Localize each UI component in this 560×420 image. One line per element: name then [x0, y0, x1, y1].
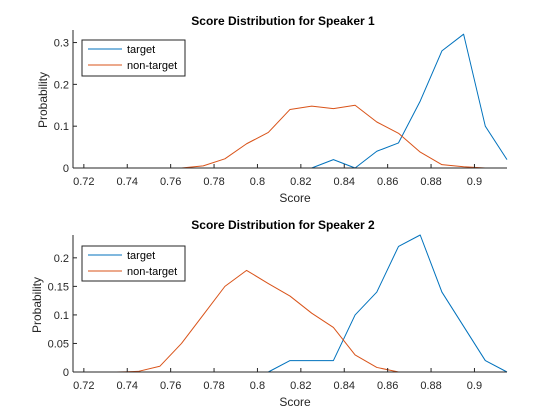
x-tick-label: 0.82	[290, 176, 311, 188]
plot-title: Score Distribution for Speaker 2	[191, 218, 375, 232]
legend-label: non-target	[127, 266, 177, 278]
plot-title: Score Distribution for Speaker 1	[191, 14, 375, 28]
speaker-1-plot: Score Distribution for Speaker 1 Score P…	[36, 14, 508, 205]
y-tick-label: 0.1	[54, 310, 69, 322]
legend: target non-target	[81, 245, 186, 282]
x-tick-label: 0.74	[117, 380, 138, 392]
legend-label: non-target	[127, 60, 177, 72]
legend-label: target	[127, 44, 155, 56]
x-axis-label: Score	[279, 191, 311, 205]
y-tick-label: 0.1	[54, 121, 69, 133]
x-axis-label: Score	[279, 395, 311, 409]
x-tick-label: 0.76	[160, 176, 181, 188]
y-axis-label: Probability	[30, 277, 44, 333]
x-tick-label: 0.9	[467, 380, 482, 392]
x-tick-label: 0.78	[203, 176, 224, 188]
y-axis-label: Probability	[36, 72, 50, 128]
y-tick-label: 0.2	[54, 253, 69, 265]
y-tick-label: 0.15	[48, 281, 69, 293]
x-tick-label: 0.88	[420, 176, 441, 188]
x-tick-label: 0.82	[290, 380, 311, 392]
x-tick-label: 0.74	[117, 176, 138, 188]
y-tick-label: 0.3	[54, 38, 69, 50]
x-tick-label: 0.86	[377, 176, 398, 188]
x-tick-label: 0.88	[420, 380, 441, 392]
legend: target non-target	[81, 39, 186, 77]
legend-box	[81, 245, 186, 282]
x-tick-label: 0.78	[203, 380, 224, 392]
x-tick-label: 0.8	[250, 176, 265, 188]
y-tick-label: 0.05	[48, 338, 69, 350]
y-tick-label: 0.2	[54, 79, 69, 91]
x-tick-label: 0.8	[250, 380, 265, 392]
y-tick-label: 0	[63, 163, 69, 175]
legend-box	[81, 39, 186, 77]
x-tick-label: 0.9	[467, 176, 482, 188]
y-tick-label: 0	[63, 367, 69, 379]
x-tick-label: 0.84	[334, 176, 355, 188]
x-tick-label: 0.72	[73, 380, 94, 392]
x-tick-label: 0.72	[73, 176, 94, 188]
x-tick-label: 0.86	[377, 380, 398, 392]
speaker-2-plot: Score Distribution for Speaker 2 Score P…	[30, 218, 508, 409]
legend-label: target	[127, 250, 155, 262]
x-tick-label: 0.76	[160, 380, 181, 392]
x-tick-label: 0.84	[334, 380, 355, 392]
